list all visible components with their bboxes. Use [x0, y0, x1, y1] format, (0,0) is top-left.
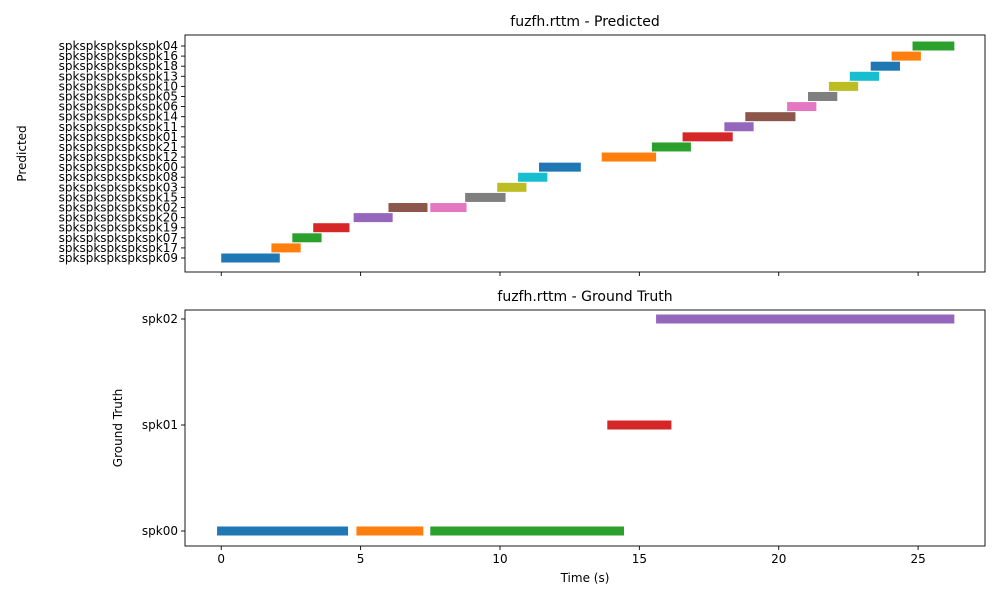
x-tick-label: 25 [910, 552, 925, 566]
y-axis-label: Ground Truth [111, 389, 125, 467]
y-tick-label-spkspkspkspkspk08: spkspkspkspkspk08 [59, 170, 178, 184]
y-tick-label-spk01: spk01 [142, 418, 178, 432]
axes-frame [184, 34, 986, 273]
segment-bar-spkspkspkspkspk20-4 [353, 213, 393, 223]
segment-bar-spk00-0 [217, 526, 349, 536]
y-tick-label-spkspkspkspkspk05: spkspkspkspkspk05 [59, 89, 178, 103]
segment-bar-spkspkspkspkspk11-14 [724, 122, 754, 132]
segment-bar-spkspkspkspkspk08-9 [518, 172, 548, 182]
x-axis-label: Time (s) [560, 571, 610, 585]
chart-title: fuzfh.rttm - Predicted [510, 14, 659, 30]
segment-bar-spkspkspkspkspk18-20 [870, 61, 900, 71]
segment-bar-spkspkspkspkspk04-22 [912, 41, 955, 51]
x-tick-label: 20 [771, 552, 786, 566]
y-tick-label-spkspkspkspkspk06: spkspkspkspkspk06 [59, 100, 178, 114]
ground-truth-panel: 0 5 10 15 20 25 spk00 spk01 spk02 fuzfh.rttm - Gr… [111, 289, 986, 585]
y-tick-label-spkspkspkspkspk07: spkspkspkspkspk07 [59, 231, 178, 245]
segment-bar-spk00-1 [356, 526, 424, 536]
y-tick-label-spkspkspkspkspk11: spkspkspkspkspk11 [59, 120, 178, 134]
x-tick-label: 15 [632, 552, 647, 566]
segment-bar-spkspkspkspkspk01-13 [682, 132, 733, 142]
segment-bar-spkspkspkspkspk00-10 [539, 162, 581, 172]
y-tick-label-spkspkspkspkspk21: spkspkspkspkspk21 [59, 140, 178, 154]
x-tick-label: 0 [217, 552, 225, 566]
segment-bar-spkspkspkspkspk02-5 [388, 203, 428, 213]
segment-bar-spkspkspkspkspk10-18 [828, 81, 859, 91]
segment-bar-spkspkspkspkspk09-0 [221, 253, 280, 263]
axes-frame [184, 309, 986, 547]
predicted-panel: spkspkspkspkspk09spkspkspkspkspk17spkspk… [15, 14, 986, 276]
y-tick-label-spkspkspkspkspk12: spkspkspkspkspk12 [59, 150, 178, 164]
segment-bar-spkspkspkspkspk21-12 [651, 142, 691, 152]
segment-bar-spk00-2 [430, 526, 625, 536]
segment-bar-spkspkspkspkspk14-15 [745, 112, 796, 122]
y-tick-label-spkspkspkspkspk02: spkspkspkspkspk02 [59, 201, 178, 215]
y-tick-label-spk02: spk02 [142, 312, 178, 326]
y-tick-label-spkspkspkspkspk15: spkspkspkspkspk15 [59, 190, 178, 204]
y-tick-label-spkspkspkspkspk03: spkspkspkspkspk03 [59, 180, 178, 194]
y-tick-label-spkspkspkspkspk00: spkspkspkspkspk00 [59, 160, 178, 174]
y-tick-label-spkspkspkspkspk16: spkspkspkspkspk16 [59, 49, 178, 63]
y-tick-label-spkspkspkspkspk04: spkspkspkspkspk04 [59, 39, 178, 53]
y-tick-label-spkspkspkspkspk14: spkspkspkspkspk14 [59, 110, 178, 124]
segment-bar-spkspkspkspkspk03-8 [497, 182, 527, 192]
y-tick-label-spkspkspkspkspk20: spkspkspkspkspk20 [59, 211, 178, 225]
segment-bar-spkspkspkspkspk16-21 [891, 51, 921, 61]
chart-title: fuzfh.rttm - Ground Truth [497, 289, 672, 305]
segment-bar-spkspkspkspkspk05-17 [807, 91, 838, 101]
segment-bar-spkspkspkspkspk07-2 [292, 233, 322, 243]
segment-bar-spk02-4 [656, 314, 955, 324]
y-tick-label-spkspkspkspkspk10: spkspkspkspkspk10 [59, 79, 178, 93]
segment-bar-spkspkspkspkspk19-3 [313, 223, 350, 233]
segment-bar-spkspkspkspkspk06-16 [787, 102, 817, 112]
y-tick-label-spkspkspkspkspk01: spkspkspkspkspk01 [59, 130, 178, 144]
y-axis-label: Predicted [15, 125, 29, 181]
y-tick-label-spkspkspkspkspk19: spkspkspkspkspk19 [59, 221, 178, 235]
segment-bar-spk01-3 [607, 420, 672, 430]
segment-bar-spkspkspkspkspk13-19 [849, 71, 880, 81]
x-tick-label: 10 [492, 552, 507, 566]
segment-bar-spkspkspkspkspk17-1 [271, 243, 301, 253]
y-tick-label-spkspkspkspkspk18: spkspkspkspkspk18 [59, 59, 178, 73]
segment-bar-spkspkspkspkspk02-6 [430, 203, 467, 213]
y-tick-label-spkspkspkspkspk13: spkspkspkspkspk13 [59, 69, 178, 83]
y-tick-label-spk00: spk00 [142, 524, 178, 538]
y-tick-label-spkspkspkspkspk17: spkspkspkspkspk17 [59, 241, 178, 255]
x-tick-label: 5 [357, 552, 365, 566]
segment-bar-spkspkspkspkspk15-7 [465, 192, 506, 202]
y-tick-label-spkspkspkspkspk09: spkspkspkspkspk09 [59, 251, 178, 265]
segment-bar-spkspkspkspkspk12-11 [601, 152, 657, 162]
